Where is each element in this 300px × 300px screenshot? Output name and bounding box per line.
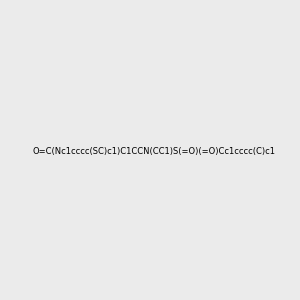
Text: O=C(Nc1cccc(SC)c1)C1CCN(CC1)S(=O)(=O)Cc1cccc(C)c1: O=C(Nc1cccc(SC)c1)C1CCN(CC1)S(=O)(=O)Cc1…: [32, 147, 275, 156]
